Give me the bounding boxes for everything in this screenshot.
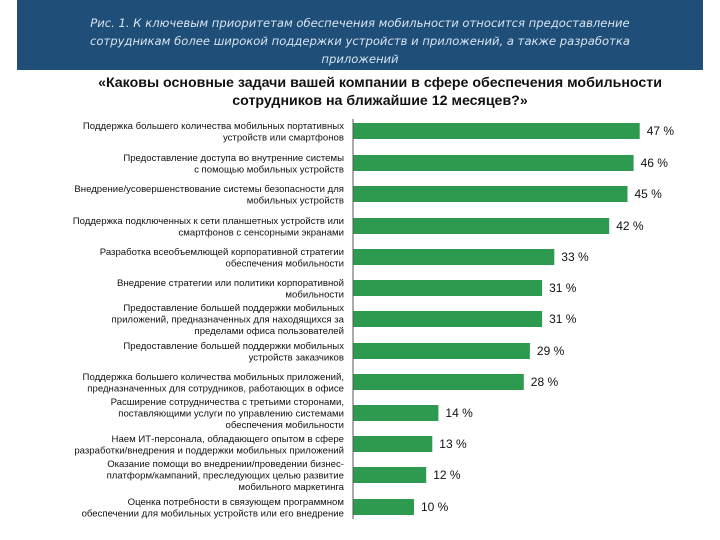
category-label: Поддержка подключенных к сети планшетных… (73, 216, 344, 239)
value-label: 46 % (641, 156, 669, 170)
bar (353, 436, 433, 452)
chart-title-line: «Каковы основные задачи вашей компании в… (98, 75, 662, 91)
value-label: 14 % (445, 406, 473, 420)
category-label: Предоставление доступа во внутренние сис… (123, 153, 344, 176)
value-label: 33 % (561, 250, 589, 264)
bar (353, 186, 628, 202)
figure-caption-line: Рис. 1. К ключевым приоритетам обеспечен… (90, 16, 630, 30)
value-label: 12 % (433, 468, 461, 482)
bar (353, 155, 634, 171)
bar (353, 218, 610, 234)
figure-caption-banner: Рис. 1. К ключевым приоритетам обеспечен… (17, 0, 703, 70)
value-label: 31 % (549, 281, 577, 295)
bar (353, 249, 555, 265)
value-label: 31 % (549, 312, 577, 326)
category-label: Поддержка большего количества мобильных … (83, 121, 344, 144)
category-label: Предоставление большей поддержки мобильн… (112, 303, 345, 337)
bar (353, 343, 530, 359)
bar (353, 499, 414, 515)
value-label: 28 % (531, 375, 559, 389)
figure-caption-line: сотрудникам более широкой поддержки устр… (89, 34, 631, 48)
value-label: 45 % (635, 187, 663, 201)
category-label: Расширение сотрудничества с третьими сто… (111, 397, 344, 431)
category-label: Оценка потребности в связующем программн… (82, 497, 344, 520)
value-label: 10 % (421, 500, 449, 514)
category-label: Наем ИТ-персонала, обладающего опытом в … (74, 434, 344, 457)
value-label: 47 % (647, 124, 675, 138)
bar (353, 311, 543, 327)
figure-caption: Рис. 1. К ключевым приоритетам обеспечен… (17, 14, 703, 68)
category-label: Внедрение стратегии или политики корпора… (117, 278, 344, 301)
category-label: Оказание помощи во внедрении/проведении … (107, 459, 345, 493)
category-label: Внедрение/усовершенствование системы без… (74, 184, 344, 207)
value-label: 29 % (537, 344, 565, 358)
chart-title: «Каковы основные задачи вашей компании в… (60, 74, 700, 110)
value-label: 42 % (616, 219, 644, 233)
value-label: 13 % (439, 437, 467, 451)
category-label: Предоставление большей поддержки мобильн… (123, 341, 344, 364)
bar (353, 123, 640, 139)
category-label: Разработка всеобъемлющей корпоративной с… (100, 247, 344, 270)
category-label: Поддержка большего количества мобильных … (83, 372, 344, 395)
bar (353, 467, 427, 483)
bar (353, 374, 524, 390)
bar (353, 280, 543, 296)
figure-caption-line: приложений (321, 52, 399, 66)
chart-title-line: сотрудников на ближайшие 12 месяцев?» (232, 93, 528, 109)
bar (353, 405, 439, 421)
